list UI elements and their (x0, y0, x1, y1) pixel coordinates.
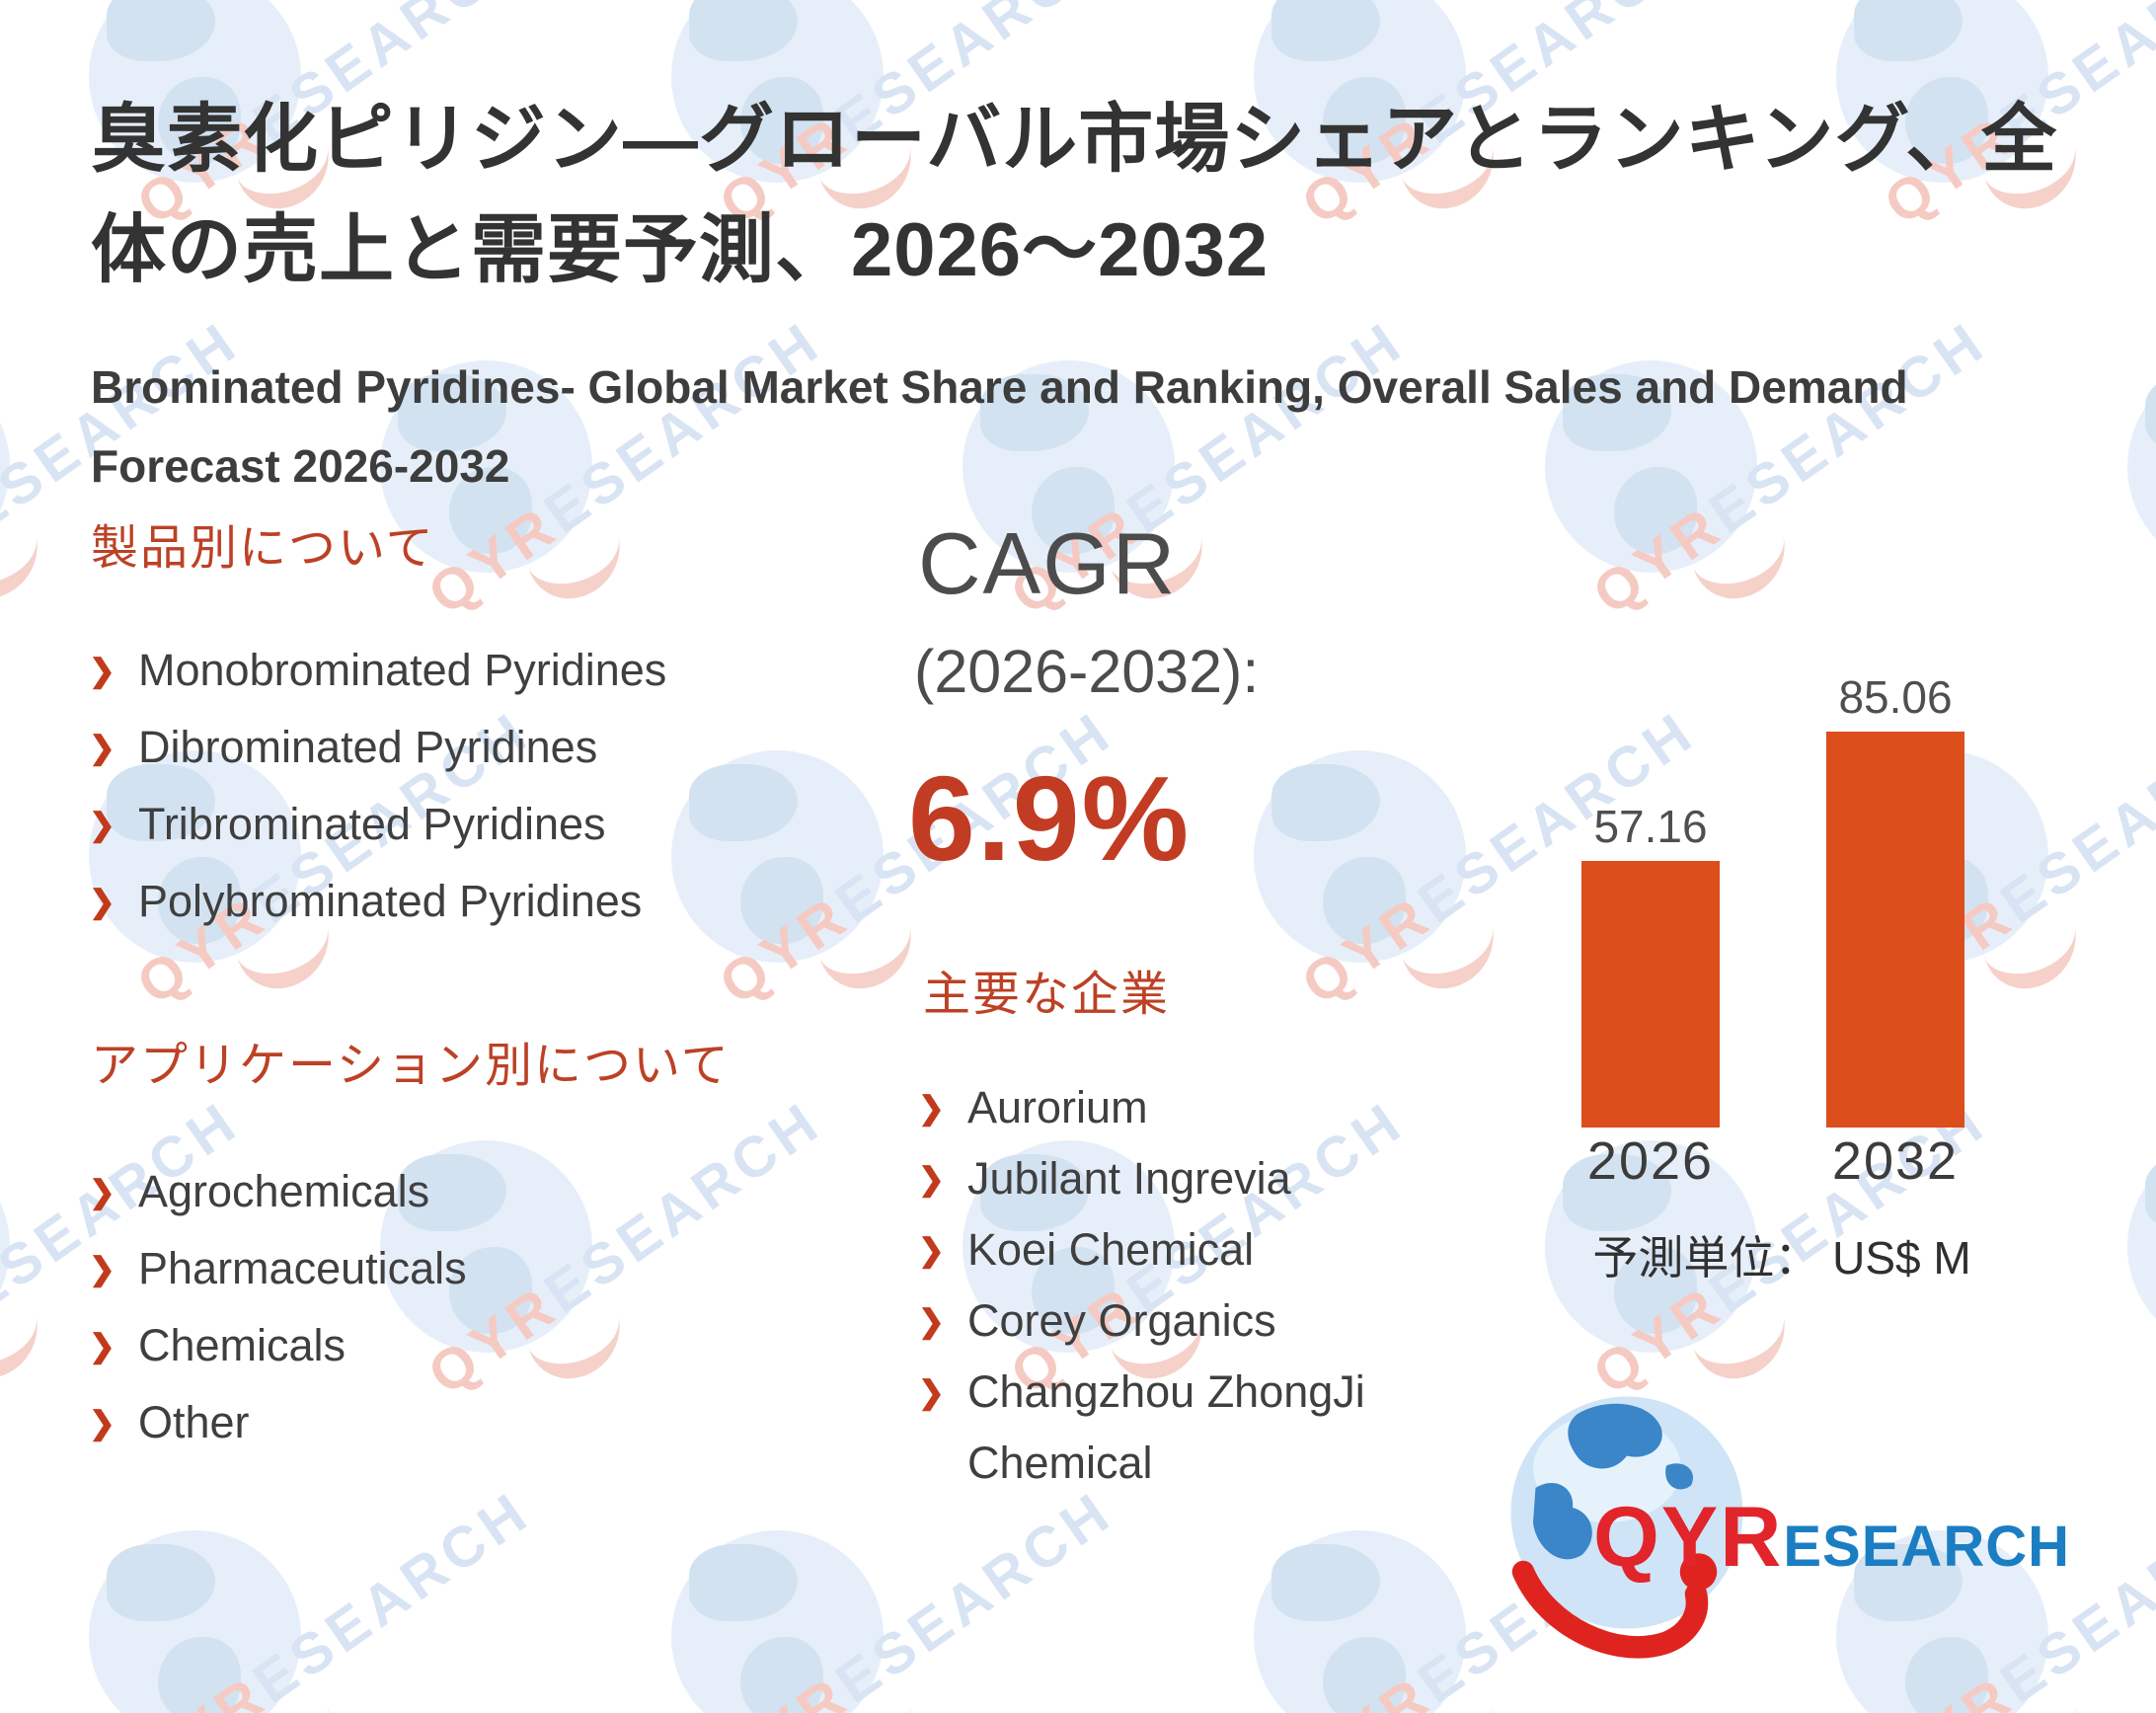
list-item-label: Other (138, 1397, 250, 1447)
chevron-icon: ❯ (89, 884, 116, 919)
list-item-label: Jubilant Ingrevia (967, 1153, 1291, 1204)
logo-text-esearch: ESEARCH (1783, 1515, 2070, 1579)
page-title-jp-line2: 体の売上と需要予測、2026～2032 (91, 208, 1270, 292)
page-title-en: Brominated Pyridines- Global Market Shar… (91, 348, 2095, 506)
list-item: ❯ Koei Chemical (918, 1214, 1412, 1285)
list-item-label: Chemicals (138, 1320, 346, 1370)
list-item: ❯ Corey Organics (918, 1285, 1412, 1357)
products-list: ❯ Monobrominated Pyridines ❯ Dibrominated P… (89, 632, 800, 940)
list-item: ❯ Pharmaceuticals (89, 1230, 800, 1307)
chevron-icon: ❯ (89, 1328, 116, 1363)
chevron-icon: ❯ (89, 1251, 116, 1286)
page-title-en-line1: Brominated Pyridines- Global Market Shar… (91, 361, 1908, 413)
list-item: ❯ Other (89, 1384, 800, 1461)
list-item: ❯ Changzhou ZhongJi Chemical (918, 1357, 1412, 1499)
list-item-label: Polybrominated Pyridines (138, 876, 643, 926)
applications-list: ❯ Agrochemicals ❯ Pharmaceuticals ❯ Chemicals… (89, 1153, 800, 1461)
chart-bar-2032 (1826, 732, 1964, 1128)
list-item-label: Monobrominated Pyridines (138, 645, 667, 695)
chevron-icon: ❯ (918, 1374, 945, 1410)
list-item-label: Tribrominated Pyridines (138, 799, 606, 849)
list-item: ❯ Monobrominated Pyridines (89, 632, 800, 709)
cagr-period: (2026-2032): (914, 638, 1260, 705)
x-axis-label-2026: 2026 (1586, 1131, 1715, 1191)
cagr-value: 6.9% (908, 751, 1192, 886)
chevron-icon: ❯ (89, 1174, 116, 1209)
products-section-heading: 製品別について (91, 522, 435, 575)
companies-section-heading: 主要な企業 (923, 969, 1171, 1021)
list-item-label: Aurorium (967, 1082, 1148, 1132)
qyresearch-logo: QYRESEARCH (1508, 1394, 2071, 1690)
logo-text-qyr: QYR (1593, 1490, 1784, 1585)
list-item: ❯ Agrochemicals (89, 1153, 800, 1230)
chevron-icon: ❯ (918, 1303, 945, 1339)
chevron-icon: ❯ (918, 1232, 945, 1268)
bar-value-label-2026: 57.16 (1593, 801, 1708, 852)
page-title-jp: 臭素化ピリジン―グローバル市場シェアとランキング、全 体の売上と需要予測、202… (91, 85, 2095, 306)
page-title-jp-line1: 臭素化ピリジン―グローバル市場シェアとランキング、全 (91, 98, 2058, 182)
list-item-label: Changzhou ZhongJi Chemical (967, 1366, 1365, 1488)
cagr-label: CAGR (918, 514, 1178, 612)
chart-plot-area: 57.16 85.06 (1535, 627, 2009, 1128)
chevron-icon: ❯ (89, 807, 116, 842)
list-item-label: Corey Organics (967, 1295, 1276, 1346)
list-item-label: Dibrominated Pyridines (138, 722, 598, 772)
list-item-label: Pharmaceuticals (138, 1243, 467, 1293)
chevron-icon: ❯ (89, 653, 116, 688)
chevron-icon: ❯ (89, 1405, 116, 1440)
list-item-label: Koei Chemical (967, 1224, 1255, 1275)
list-item: ❯ Aurorium (918, 1072, 1412, 1143)
list-item: ❯ Tribrominated Pyridines (89, 786, 800, 863)
page-title-en-line2: Forecast 2026-2032 (91, 440, 510, 492)
applications-section-heading: アプリケーション別について (91, 1040, 731, 1092)
globe-icon (1510, 1396, 1743, 1659)
list-item-label: Agrochemicals (138, 1166, 430, 1216)
list-item: ❯ Chemicals (89, 1307, 800, 1384)
list-item: ❯ Dibrominated Pyridines (89, 709, 800, 786)
list-item: ❯ Polybrominated Pyridines (89, 863, 800, 940)
bar-value-label-2032: 85.06 (1838, 671, 1953, 723)
x-axis-label-2032: 2032 (1831, 1131, 1960, 1191)
list-item: ❯ Jubilant Ingrevia (918, 1143, 1412, 1214)
chart-unit-note: 予測単位： US$ M (1592, 1232, 1971, 1284)
logo-wordmark: QYRESEARCH (1593, 1489, 2070, 1587)
companies-list: ❯ Aurorium ❯ Jubilant Ingrevia ❯ Koei Chemica… (918, 1072, 1412, 1499)
chevron-icon: ❯ (918, 1161, 945, 1197)
chevron-icon: ❯ (918, 1090, 945, 1126)
chart-bar-2026 (1581, 861, 1720, 1128)
chevron-icon: ❯ (89, 730, 116, 765)
bar-chart: 57.16 85.06 2026 2032 予測単位： US$ M (1535, 627, 2009, 1318)
